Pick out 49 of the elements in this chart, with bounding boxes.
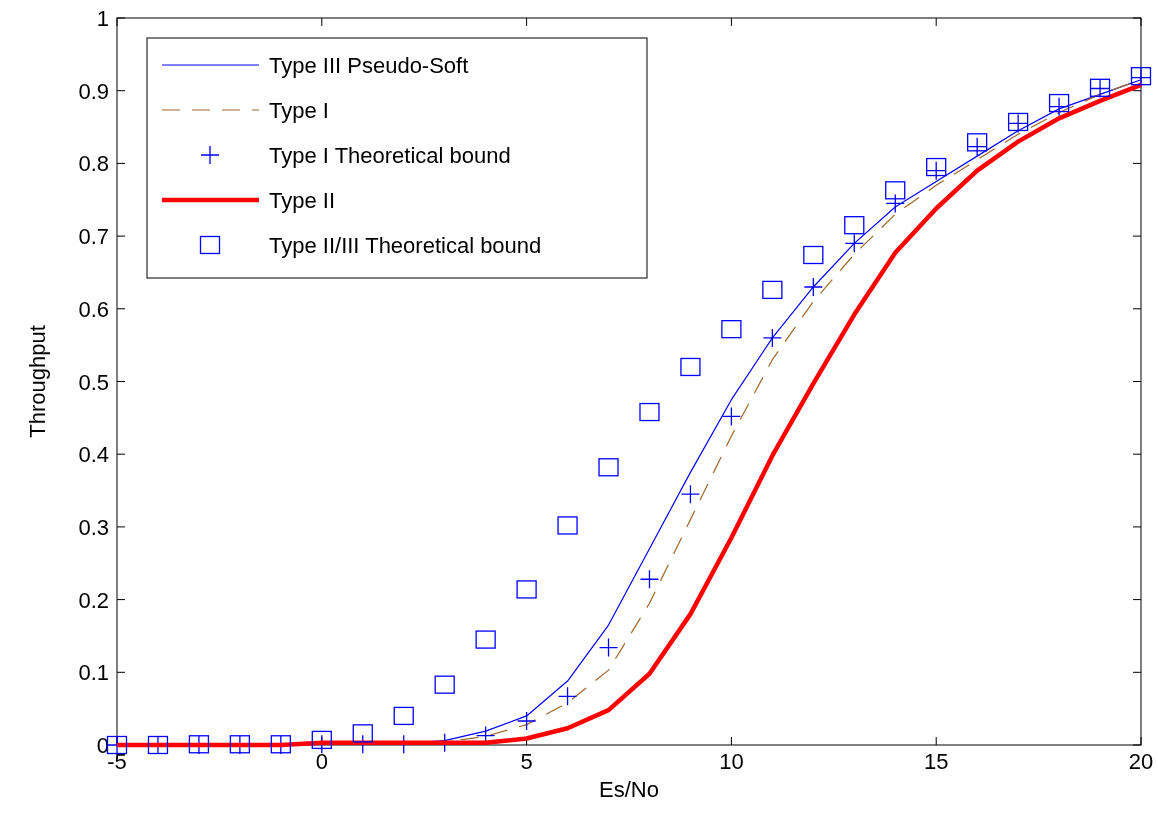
y-tick-label: 0.9 (78, 78, 109, 104)
y-tick-label: 1 (96, 6, 109, 31)
y-axis-title: Throughput (25, 325, 50, 438)
point (844, 233, 864, 254)
point (598, 637, 619, 658)
y-tick-label: 0.5 (78, 369, 109, 395)
legend-label: Type III Pseudo-Soft (269, 53, 469, 78)
x-tick-label: 15 (923, 749, 949, 774)
y-tick-label: 0.2 (78, 587, 109, 613)
point (680, 357, 701, 377)
point (598, 458, 619, 477)
x-axis-title: Es/No (599, 777, 659, 802)
point (393, 706, 414, 726)
y-tick-label: 0.4 (78, 442, 109, 468)
point (516, 580, 537, 599)
y-tick-label: 0.7 (78, 224, 109, 250)
point (434, 675, 455, 694)
x-tick-label: -5 (107, 749, 127, 774)
point (639, 402, 660, 422)
point (803, 277, 823, 297)
point (967, 137, 987, 157)
point (475, 630, 496, 649)
legend-label: Type I Theoretical bound (269, 143, 511, 168)
point (639, 569, 660, 589)
point (885, 193, 905, 214)
x-tick-label: 0 (315, 749, 328, 774)
y-tick-label: 0.3 (78, 514, 109, 540)
point (762, 280, 783, 300)
point (844, 216, 865, 235)
x-tick-label: 10 (719, 749, 744, 774)
legend-label: Type I (269, 98, 329, 123)
legend-label: Type II/III Theoretical bound (269, 233, 542, 258)
point (557, 516, 578, 535)
point (721, 406, 742, 427)
x-tick-label: 20 (1128, 749, 1154, 774)
y-tick-label: 0.8 (78, 151, 109, 177)
point (352, 724, 373, 743)
x-tick-label: 5 (520, 749, 533, 774)
point (885, 181, 906, 200)
y-tick-label: 0.1 (78, 660, 109, 686)
point (721, 320, 742, 339)
point (680, 484, 701, 504)
point (557, 686, 578, 706)
point (967, 133, 988, 152)
legend-label: Type II (269, 188, 336, 213)
point (803, 245, 824, 265)
point (762, 328, 783, 348)
point (516, 711, 537, 731)
y-tick-label: 0.6 (78, 296, 109, 322)
